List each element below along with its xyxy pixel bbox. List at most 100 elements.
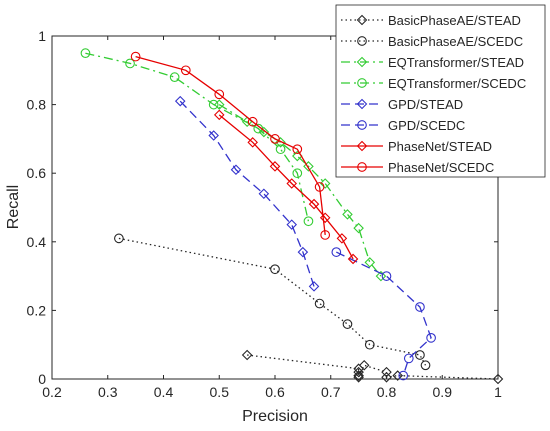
- data-point-marker: [353, 366, 364, 378]
- data-point-marker: [320, 230, 331, 240]
- data-point-marker: [214, 89, 225, 100]
- y-tick-label: 0.4: [27, 234, 47, 250]
- data-point-marker: [174, 95, 186, 107]
- legend-label: EQTransformer/SCEDC: [388, 76, 526, 91]
- legend-label: PhaseNet/SCEDC: [388, 160, 494, 175]
- data-point-marker: [319, 178, 331, 189]
- data-point-marker: [292, 168, 303, 179]
- series-line: [85, 52, 310, 222]
- data-point-marker: [398, 370, 409, 381]
- data-point-marker: [319, 212, 331, 224]
- data-point-marker: [292, 144, 303, 155]
- data-point-marker: [420, 360, 431, 371]
- data-point-marker: [314, 182, 325, 192]
- data-point-marker: [381, 271, 392, 281]
- legend-marker: [356, 140, 368, 152]
- legend-item: BasicPhaseAE/STEAD: [341, 13, 521, 28]
- data-point-marker: [415, 302, 425, 312]
- series-layer: [80, 48, 504, 385]
- data-point-marker: [247, 116, 258, 127]
- y-tick-label: 0.8: [27, 97, 47, 113]
- data-point-marker: [381, 372, 392, 383]
- data-point-marker: [336, 233, 348, 244]
- legend-marker: [357, 36, 367, 46]
- legend-marker: [356, 56, 368, 68]
- legend-item: BasicPhaseAE/SCEDC: [341, 34, 523, 49]
- data-point-marker: [213, 109, 225, 121]
- data-point-marker: [492, 373, 504, 385]
- y-tick-label: 0: [38, 371, 46, 387]
- x-tick-label: 1: [494, 384, 502, 400]
- series-3: [80, 48, 314, 227]
- y-tick-label: 0.2: [27, 302, 47, 318]
- data-point-marker: [208, 130, 219, 141]
- y-tick-label: 1: [38, 28, 46, 44]
- legend-item: EQTransformer/SCEDC: [341, 76, 526, 91]
- legend-marker: [356, 98, 368, 110]
- axis-layer: 0.2 0.3 0.4 0.5 0.6 0.7 0.8 0.9 100.20.40.60.81: [27, 28, 503, 400]
- x-tick-label: 0.2: [42, 384, 62, 400]
- legend-item: PhaseNet/STEAD: [341, 139, 492, 154]
- series-5: [331, 247, 436, 381]
- series-line: [218, 114, 354, 260]
- data-point-marker: [269, 161, 281, 172]
- x-axis-label: Precision: [242, 408, 308, 425]
- series-4: [174, 95, 320, 292]
- data-point-marker: [358, 360, 370, 371]
- legend-item: GPD/STEAD: [341, 97, 463, 112]
- legend-marker: [357, 162, 367, 172]
- data-point-marker: [353, 372, 364, 383]
- data-point-marker: [364, 257, 376, 268]
- data-point-marker: [347, 253, 359, 265]
- legend-item: PhaseNet/SCEDC: [341, 160, 494, 175]
- y-axis-label: Recall: [5, 185, 22, 229]
- data-point-marker: [375, 270, 387, 282]
- legend-label: PhaseNet/STEAD: [388, 139, 492, 154]
- y-tick-label: 0.6: [27, 165, 47, 181]
- data-point-marker: [426, 332, 436, 343]
- data-point-marker: [303, 161, 314, 172]
- series-line: [336, 251, 432, 376]
- series-7: [130, 51, 331, 240]
- data-point-marker: [286, 178, 298, 189]
- x-tick-label: 0.6: [265, 384, 285, 400]
- data-point-marker: [258, 188, 270, 200]
- series-line: [135, 55, 326, 235]
- data-point-marker: [275, 137, 286, 148]
- data-point-marker: [230, 164, 242, 176]
- x-tick-label: 0.9: [433, 384, 453, 400]
- legend-marker: [357, 120, 367, 130]
- legend-item: EQTransformer/STEAD: [341, 55, 524, 70]
- data-point-marker: [342, 209, 353, 220]
- legend: BasicPhaseAE/STEAD BasicPhaseAE/SCEDC EQTr…: [335, 4, 546, 178]
- legend-item: GPD/SCEDC: [341, 118, 465, 133]
- data-point-marker: [270, 134, 280, 144]
- data-point-marker: [125, 58, 135, 69]
- legend-marker: [356, 14, 368, 26]
- data-point-marker: [130, 51, 141, 62]
- data-point-marker: [353, 370, 364, 381]
- legend-label: EQTransformer/STEAD: [388, 55, 524, 70]
- series-6: [213, 109, 359, 265]
- data-point-marker: [392, 370, 403, 381]
- data-point-marker: [342, 319, 353, 329]
- x-tick-label: 0.4: [154, 384, 174, 400]
- data-point-marker: [286, 219, 298, 230]
- x-tick-label: 0.5: [210, 384, 230, 400]
- x-tick-label: 0.8: [377, 384, 397, 400]
- data-point-marker: [331, 247, 342, 257]
- legend-box: [335, 4, 546, 178]
- data-point-marker: [364, 339, 375, 350]
- data-point-marker: [403, 353, 414, 364]
- legend-label: GPD/SCEDC: [388, 118, 465, 133]
- series-1: [114, 233, 431, 371]
- legend-marker: [357, 78, 367, 88]
- x-tick-label: 0.3: [98, 384, 118, 400]
- legend-label: BasicPhaseAE/STEAD: [388, 13, 521, 28]
- data-point-marker: [415, 350, 425, 360]
- data-point-marker: [114, 233, 124, 244]
- data-point-marker: [303, 216, 314, 227]
- data-point-marker: [80, 48, 91, 59]
- data-point-marker: [169, 72, 180, 83]
